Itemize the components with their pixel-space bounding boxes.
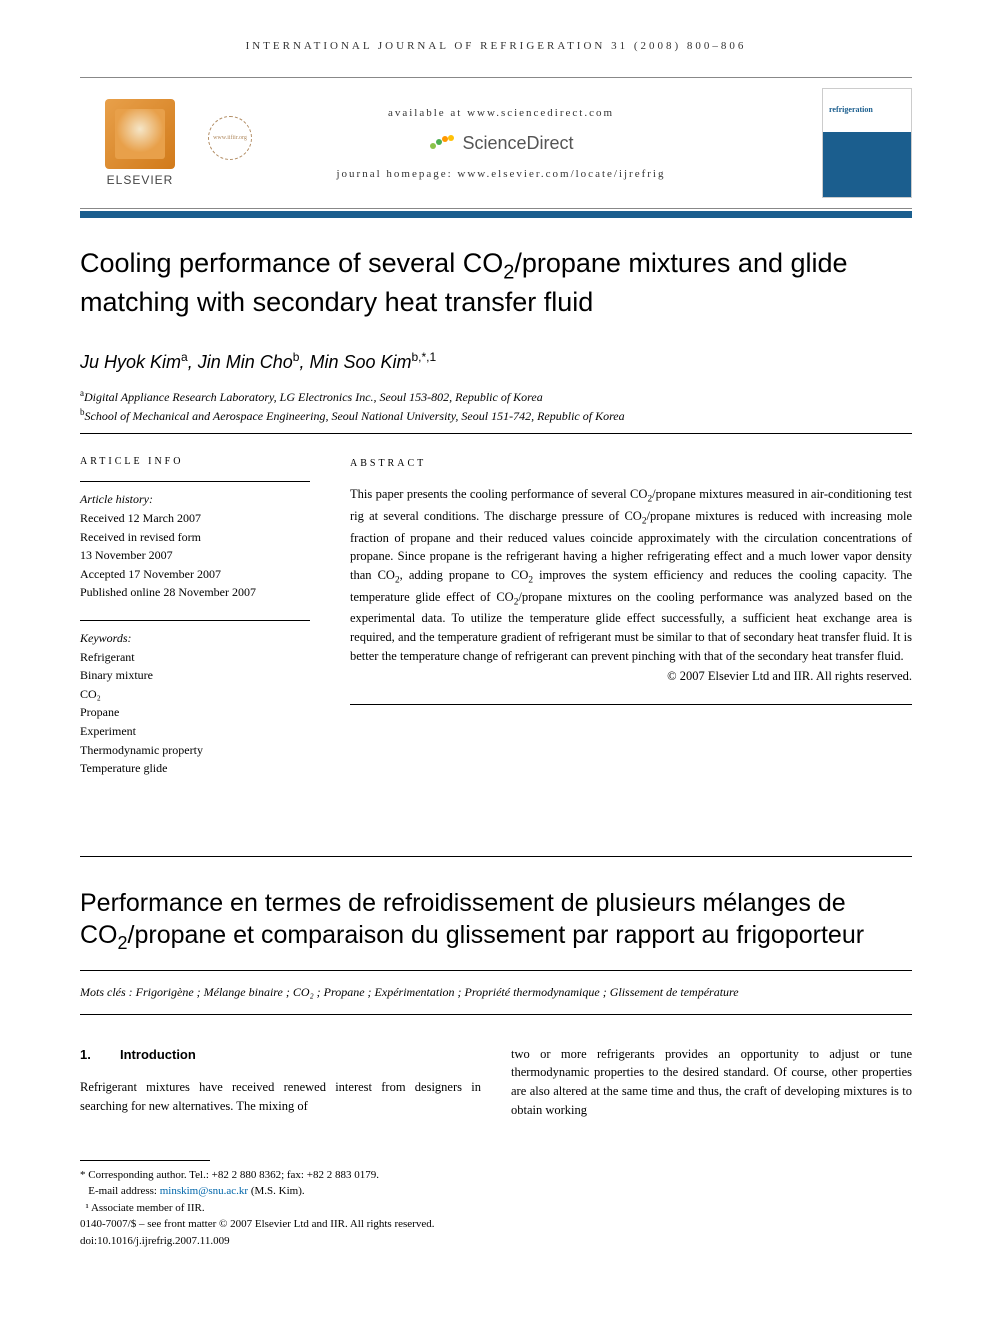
- banner-center: available at www.sciencedirect.com Scien…: [200, 107, 802, 180]
- abstract-text: This paper presents the cooling performa…: [350, 485, 912, 665]
- keyword: Binary mixture: [80, 666, 310, 685]
- body-column-left: 1.Introduction Refrigerant mixtures have…: [80, 1045, 481, 1120]
- keywords-label: Keywords:: [80, 629, 310, 648]
- section-1-heading: 1.Introduction: [80, 1045, 481, 1065]
- available-at-text: available at www.sciencedirect.com: [200, 107, 802, 119]
- article-title: Cooling performance of several CO2/propa…: [80, 246, 912, 320]
- rule-before-french: [80, 856, 912, 857]
- history-line: Received in revised form: [80, 528, 310, 547]
- rule-after-affil: [80, 433, 912, 434]
- abstract-copyright: © 2007 Elsevier Ltd and IIR. All rights …: [350, 667, 912, 686]
- email-link[interactable]: minskim@snu.ac.kr: [160, 1185, 248, 1197]
- elsevier-label: ELSEVIER: [80, 173, 200, 187]
- footnote-rule: [80, 1160, 210, 1161]
- journal-cover-thumbnail: [822, 88, 912, 198]
- rule-after-motscles: [80, 1014, 912, 1015]
- body-column-right: two or more refrigerants provides an opp…: [511, 1045, 912, 1120]
- rule-after-abstract: [350, 704, 912, 705]
- email-line: E-mail address: minskim@snu.ac.kr (M.S. …: [80, 1183, 912, 1200]
- abstract-column: ABSTRACT This paper presents the cooling…: [350, 456, 912, 795]
- thick-blue-rule: [80, 211, 912, 218]
- article-history-block: Article history: Received 12 March 2007 …: [80, 490, 310, 602]
- mots-cles: Mots clés : Frigorigène ; Mélange binair…: [80, 985, 912, 1000]
- section-number: 1.: [80, 1045, 120, 1065]
- elsevier-tree-icon: [105, 99, 175, 169]
- keyword: Thermodynamic property: [80, 741, 310, 760]
- article-info-column: ARTICLE INFO Article history: Received 1…: [80, 456, 310, 795]
- affiliations: aDigital Appliance Research Laboratory, …: [80, 387, 912, 425]
- info-rule-1: [80, 481, 310, 482]
- keywords-block: Keywords: Refrigerant Binary mixture CO₂…: [80, 629, 310, 778]
- sciencedirect-text: ScienceDirect: [462, 133, 573, 154]
- body-two-column: 1.Introduction Refrigerant mixtures have…: [80, 1045, 912, 1120]
- footnotes-block: * Corresponding author. Tel.: +82 2 880 …: [80, 1160, 912, 1250]
- journal-banner: ELSEVIER www.iifiir.org available at www…: [80, 77, 912, 209]
- french-title: Performance en termes de refroidissement…: [80, 887, 912, 956]
- doi-line: doi:10.1016/j.ijrefrig.2007.11.009: [80, 1233, 912, 1250]
- info-abstract-row: ARTICLE INFO Article history: Received 1…: [80, 456, 912, 795]
- intro-paragraph-left: Refrigerant mixtures have received renew…: [80, 1078, 481, 1116]
- history-line: Received 12 March 2007: [80, 509, 310, 528]
- journal-homepage-text: journal homepage: www.elsevier.com/locat…: [200, 168, 802, 180]
- article-info-heading: ARTICLE INFO: [80, 456, 310, 467]
- authors-line: Ju Hyok Kima, Jin Min Chob, Min Soo Kimb…: [80, 350, 912, 373]
- affiliation-a: aDigital Appliance Research Laboratory, …: [80, 387, 912, 406]
- footnote-1: ¹ Associate member of IIR.: [80, 1200, 912, 1217]
- running-head: INTERNATIONAL JOURNAL OF REFRIGERATION 3…: [80, 40, 912, 52]
- history-line: Published online 28 November 2007: [80, 583, 310, 602]
- history-label: Article history:: [80, 490, 310, 509]
- keyword: CO₂: [80, 685, 310, 704]
- history-line: Accepted 17 November 2007: [80, 565, 310, 584]
- corresponding-author-note: * Corresponding author. Tel.: +82 2 880 …: [80, 1167, 912, 1184]
- keyword: Temperature glide: [80, 759, 310, 778]
- keyword: Refrigerant: [80, 648, 310, 667]
- rule-before-motscles: [80, 970, 912, 971]
- sciencedirect-dots-icon: [428, 133, 456, 153]
- front-matter-line: 0140-7007/$ – see front matter © 2007 El…: [80, 1216, 912, 1233]
- section-title: Introduction: [120, 1047, 196, 1062]
- info-rule-2: [80, 620, 310, 621]
- affiliation-b: bSchool of Mechanical and Aerospace Engi…: [80, 406, 912, 425]
- intro-paragraph-right: two or more refrigerants provides an opp…: [511, 1045, 912, 1120]
- keyword: Experiment: [80, 722, 310, 741]
- history-line: 13 November 2007: [80, 546, 310, 565]
- banner-right: [802, 88, 912, 198]
- publisher-logo-block: ELSEVIER: [80, 99, 200, 187]
- sciencedirect-logo: ScienceDirect: [428, 133, 573, 154]
- keyword: Propane: [80, 703, 310, 722]
- iifiir-badge-icon: www.iifiir.org: [208, 116, 252, 160]
- abstract-heading: ABSTRACT: [350, 456, 912, 471]
